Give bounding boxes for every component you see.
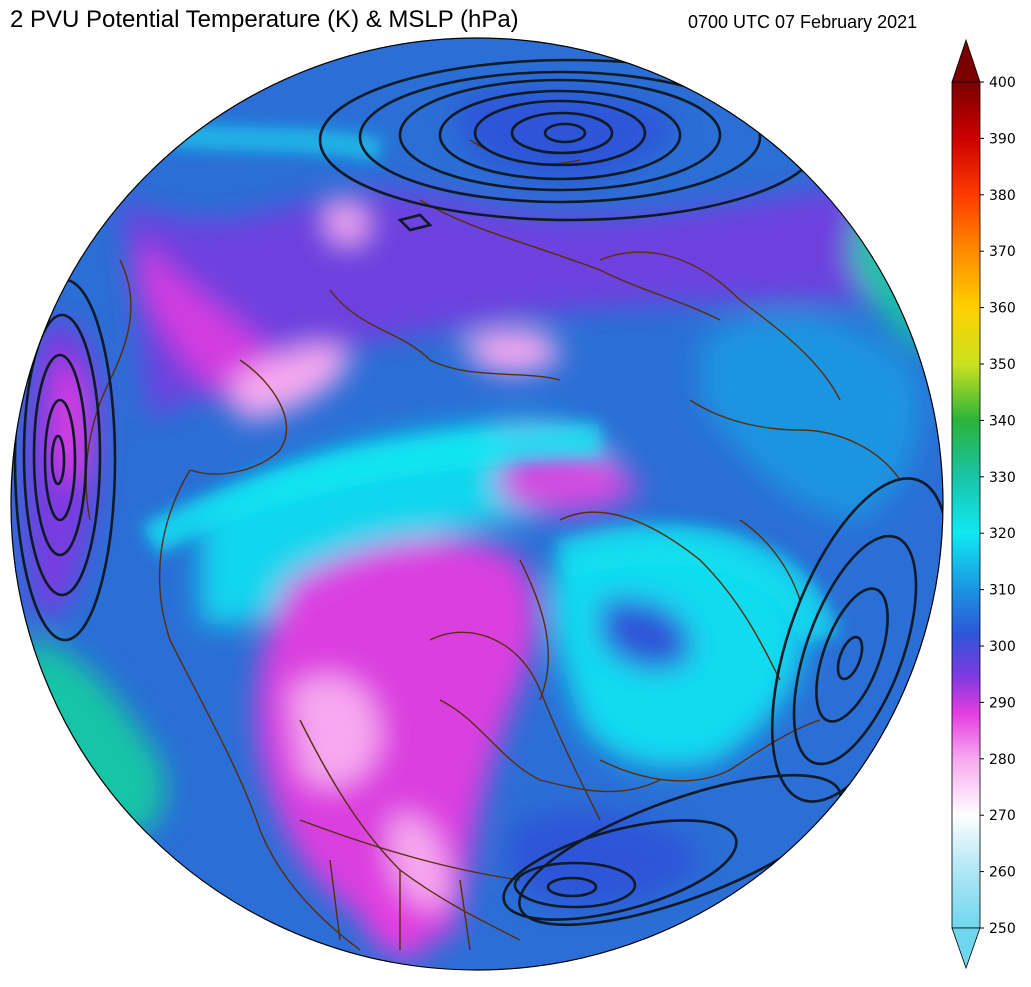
- colorbar-tick-label: 310: [989, 583, 1016, 599]
- potential-temperature-field: [11, 38, 943, 970]
- colorbar-tick-label: 260: [989, 865, 1016, 881]
- colorbar-tick-label: 300: [989, 639, 1016, 655]
- colorbar-tick-label: 270: [989, 808, 1016, 824]
- colorbar-tick-label: 290: [989, 695, 1016, 711]
- colorbar-tick-label: 330: [989, 470, 1016, 486]
- globe-map: [10, 37, 944, 971]
- colorbar-max-extend: [951, 38, 981, 83]
- colorbar-tick-label: 380: [989, 188, 1016, 204]
- colorbar-tick-label: 350: [989, 357, 1016, 373]
- mslp-isobars: [13, 58, 943, 927]
- colorbar-gradient: [951, 81, 981, 929]
- colorbar-tick-label: 250: [989, 921, 1016, 937]
- colorbar-tick-label: 320: [989, 526, 1016, 542]
- colorbar-tick-label: 360: [989, 301, 1016, 317]
- colorbar-tick-label: 340: [989, 413, 1016, 429]
- colorbar-min-extend: [951, 927, 981, 970]
- colorbar-tick-label: 280: [989, 752, 1016, 768]
- colorbar-tick-label: 390: [989, 131, 1016, 147]
- globe-outline: [10, 37, 944, 971]
- valid-time: 0700 UTC 07 February 2021: [688, 12, 918, 32]
- map-title: 2 PVU Potential Temperature (K) & MSLP (…: [10, 6, 519, 33]
- colorbar-tick-label: 400: [989, 75, 1016, 91]
- colorbar: 400 390 380 370 360 350 340 330 320 310 300 290 280 2…: [940, 30, 1031, 980]
- colorbar-tick-label: 370: [989, 244, 1016, 260]
